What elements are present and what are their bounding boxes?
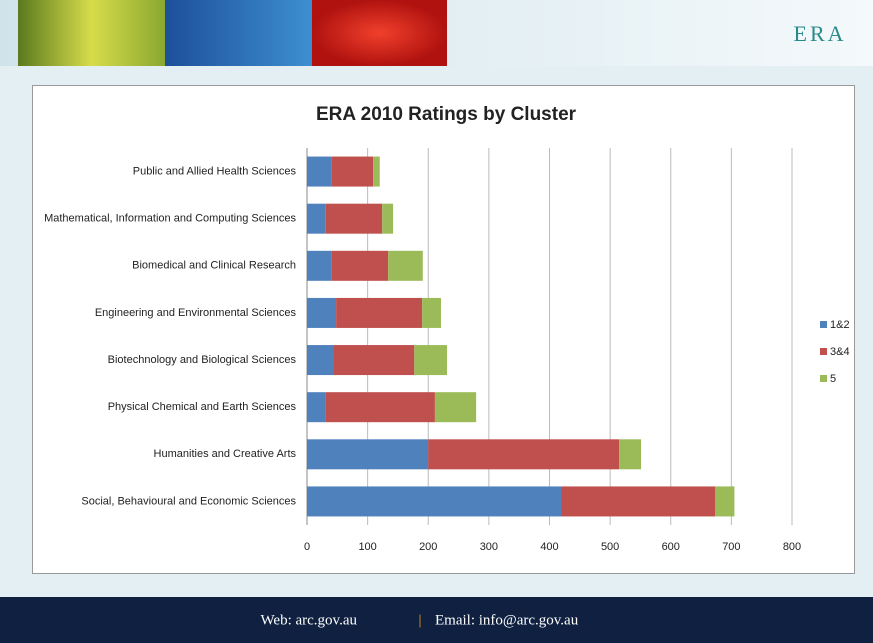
x-tick-label: 800: [783, 541, 801, 553]
bar-segment: [336, 297, 423, 328]
bar-segment: [388, 250, 423, 281]
legend-label: 1&2: [830, 319, 850, 331]
footer-separator: |: [418, 612, 421, 628]
footer-email: Email: info@arc.gov.au: [435, 612, 579, 628]
header-image: [18, 0, 165, 66]
bar-segment: [428, 439, 620, 470]
y-tick-label: Humanities and Creative Arts: [154, 448, 297, 460]
bar-segment: [325, 392, 435, 423]
chart-title: ERA 2010 Ratings by Cluster: [316, 104, 577, 125]
bar-segment: [307, 345, 334, 376]
bar-segment: [307, 297, 337, 328]
bar-segment: [434, 392, 477, 423]
legend-swatch: [820, 348, 827, 355]
bar-segment: [307, 250, 332, 281]
bar-segment: [382, 203, 394, 234]
x-tick-label: 700: [722, 541, 740, 553]
y-tick-label: Physical Chemical and Earth Sciences: [108, 401, 297, 413]
footer-band: [0, 597, 873, 643]
bar-segment: [561, 486, 716, 517]
logo: ERA: [794, 21, 847, 46]
y-tick-label: Biotechnology and Biological Sciences: [108, 354, 297, 366]
bar-segment: [307, 203, 326, 234]
legend-label: 3&4: [830, 346, 850, 358]
bar-segment: [307, 486, 562, 517]
bar-segment: [619, 439, 642, 470]
x-tick-label: 300: [480, 541, 498, 553]
bar-segment: [331, 156, 374, 187]
x-tick-label: 100: [358, 541, 376, 553]
bar-segment: [307, 392, 326, 423]
bar-segment: [422, 297, 441, 328]
bar-segment: [307, 156, 332, 187]
x-tick-label: 200: [419, 541, 437, 553]
y-tick-label: Public and Allied Health Sciences: [133, 165, 297, 177]
legend-label: 5: [830, 373, 836, 385]
header-image: [312, 0, 447, 66]
bar-segment: [715, 486, 735, 517]
x-tick-label: 0: [304, 541, 310, 553]
footer-web: Web: arc.gov.au: [260, 612, 357, 628]
y-tick-label: Engineering and Environmental Sciences: [95, 307, 297, 319]
x-tick-label: 500: [601, 541, 619, 553]
x-tick-label: 400: [540, 541, 558, 553]
y-tick-label: Mathematical, Information and Computing …: [44, 213, 296, 225]
legend-swatch: [820, 375, 827, 382]
y-tick-label: Biomedical and Clinical Research: [132, 260, 296, 272]
x-tick-label: 600: [662, 541, 680, 553]
bar-segment: [307, 439, 429, 470]
bar-segment: [333, 345, 415, 376]
bar-segment: [414, 345, 448, 376]
bar-segment: [331, 250, 389, 281]
header-image: [165, 0, 312, 66]
y-tick-label: Social, Behavioural and Economic Science…: [81, 495, 296, 507]
bar-segment: [373, 156, 380, 187]
legend-swatch: [820, 321, 827, 328]
bar-segment: [325, 203, 383, 234]
